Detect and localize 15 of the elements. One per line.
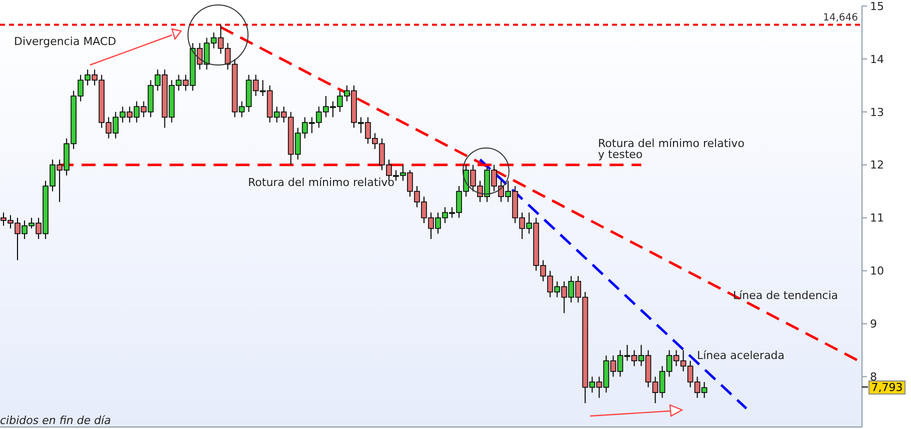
y-tick-label: 13 (870, 106, 884, 119)
y-tick-label: 14 (870, 52, 884, 66)
text: 7,793 (871, 380, 903, 394)
annotation: Línea de tendencia (733, 289, 838, 302)
annotation: Rotura del mínimo relativo (248, 176, 395, 189)
y-tick-label: 9 (870, 318, 877, 331)
y-tick-label: 12 (870, 158, 884, 172)
annotation: Rotura del mínimo relativo y testeo (598, 137, 745, 161)
annotation: Línea acelerada (697, 349, 785, 362)
y-tick-label: 11 (870, 212, 884, 225)
y-tick-label: 10 (870, 264, 884, 278)
annotation: Divergencia MACD (14, 35, 116, 48)
y-tick-label: 15 (870, 0, 884, 13)
annotation: cibidos en fin de día (0, 414, 112, 427)
ref-line-label: 14,646 (823, 12, 858, 24)
